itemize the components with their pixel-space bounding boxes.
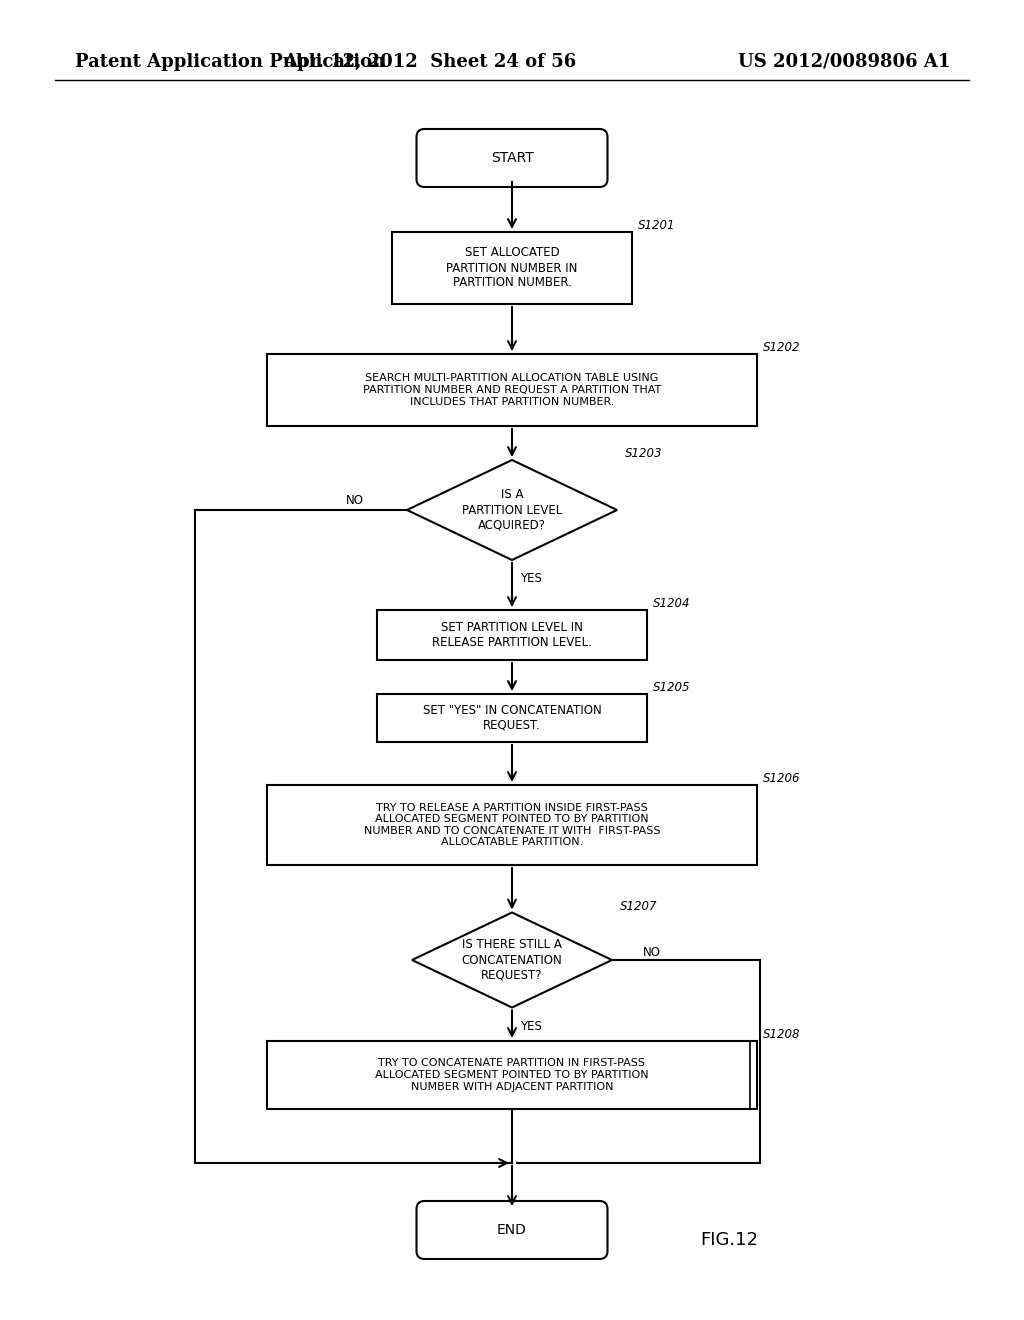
Polygon shape (412, 912, 612, 1007)
Text: SET ALLOCATED
PARTITION NUMBER IN
PARTITION NUMBER.: SET ALLOCATED PARTITION NUMBER IN PARTIT… (446, 247, 578, 289)
Text: NO: NO (643, 945, 662, 958)
Text: NO: NO (346, 494, 364, 507)
Bar (267, 785, 757, 865)
Bar (267, 354, 757, 426)
Polygon shape (407, 459, 617, 560)
Bar (377, 694, 647, 742)
Bar (392, 232, 632, 304)
Text: S1204: S1204 (653, 597, 690, 610)
Text: Patent Application Publication: Patent Application Publication (75, 53, 385, 71)
Text: S1202: S1202 (763, 341, 801, 354)
Text: S1207: S1207 (620, 899, 657, 912)
Text: IS THERE STILL A
CONCATENATION
REQUEST?: IS THERE STILL A CONCATENATION REQUEST? (462, 939, 562, 982)
Text: FIG.12: FIG.12 (700, 1232, 758, 1249)
Text: S1205: S1205 (653, 681, 690, 694)
Text: SEARCH MULTI-PARTITION ALLOCATION TABLE USING
PARTITION NUMBER AND REQUEST A PAR: SEARCH MULTI-PARTITION ALLOCATION TABLE … (362, 374, 662, 407)
Text: SET "YES" IN CONCATENATION
REQUEST.: SET "YES" IN CONCATENATION REQUEST. (423, 704, 601, 733)
Text: START: START (490, 150, 534, 165)
Text: TRY TO RELEASE A PARTITION INSIDE FIRST-PASS
ALLOCATED SEGMENT POINTED TO BY PAR: TRY TO RELEASE A PARTITION INSIDE FIRST-… (364, 803, 660, 847)
Text: US 2012/0089806 A1: US 2012/0089806 A1 (737, 53, 950, 71)
Bar (267, 1041, 757, 1109)
FancyBboxPatch shape (417, 1201, 607, 1259)
Text: S1203: S1203 (625, 447, 663, 459)
Text: S1201: S1201 (638, 219, 676, 232)
Text: END: END (497, 1224, 527, 1237)
Text: YES: YES (520, 1019, 542, 1032)
Text: TRY TO CONCATENATE PARTITION IN FIRST-PASS
ALLOCATED SEGMENT POINTED TO BY PARTI: TRY TO CONCATENATE PARTITION IN FIRST-PA… (375, 1059, 649, 1092)
Text: YES: YES (520, 572, 542, 585)
Bar (377, 610, 647, 660)
FancyBboxPatch shape (417, 129, 607, 187)
Text: S1208: S1208 (763, 1028, 801, 1041)
Text: S1206: S1206 (763, 772, 801, 785)
Text: SET PARTITION LEVEL IN
RELEASE PARTITION LEVEL.: SET PARTITION LEVEL IN RELEASE PARTITION… (432, 620, 592, 649)
Text: IS A
PARTITION LEVEL
ACQUIRED?: IS A PARTITION LEVEL ACQUIRED? (462, 488, 562, 532)
Text: Apr. 12, 2012  Sheet 24 of 56: Apr. 12, 2012 Sheet 24 of 56 (284, 53, 577, 71)
